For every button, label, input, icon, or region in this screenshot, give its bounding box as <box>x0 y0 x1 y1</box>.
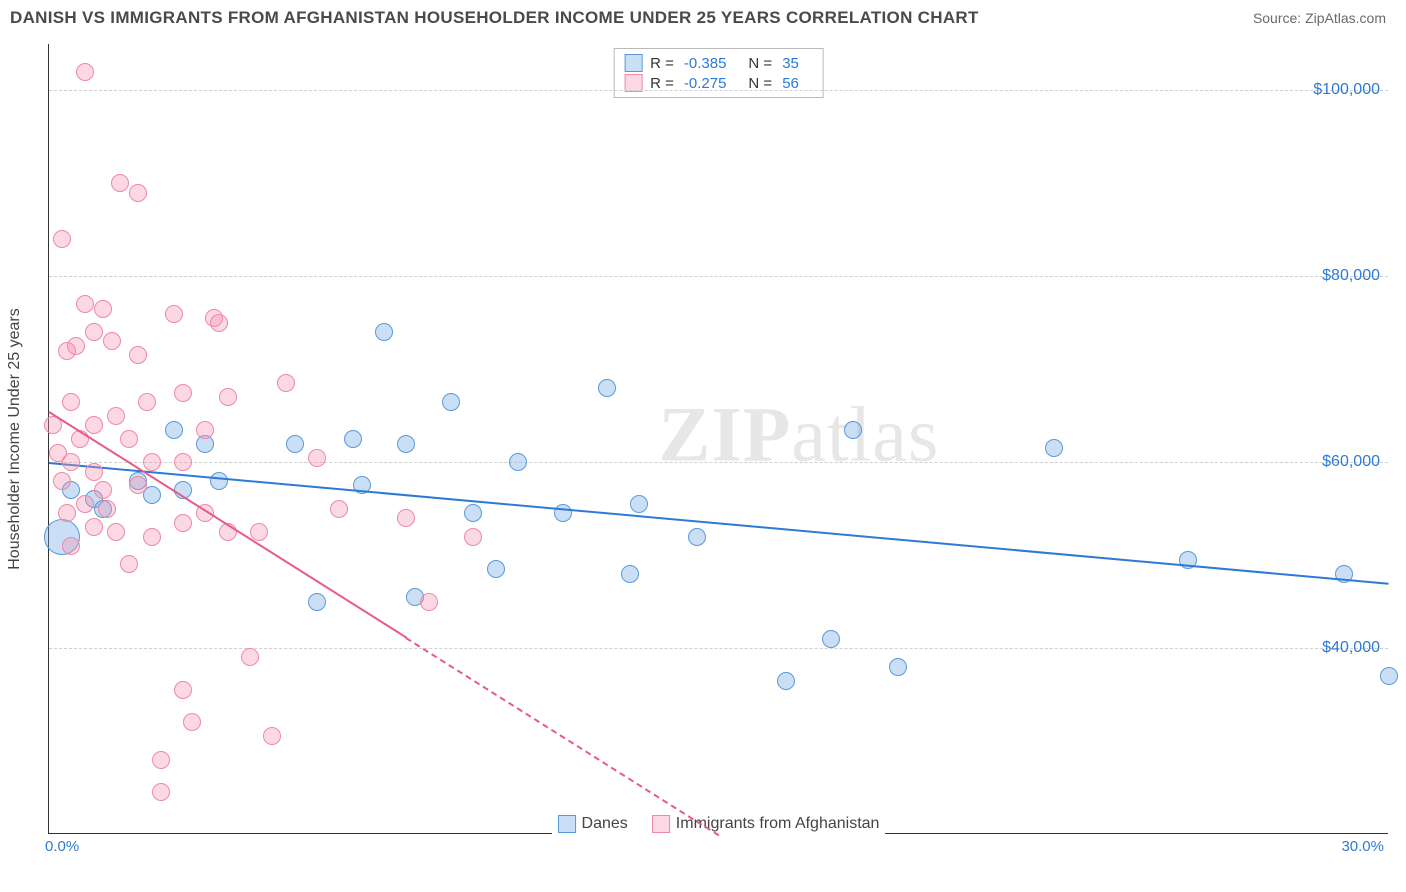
legend-stat-row: R = -0.385N = 35 <box>624 53 813 73</box>
data-point-afghan <box>129 346 147 364</box>
data-point-danes <box>464 504 482 522</box>
data-point-afghan <box>98 500 116 518</box>
data-point-danes <box>1380 667 1398 685</box>
data-point-danes <box>777 672 795 690</box>
data-point-afghan <box>76 295 94 313</box>
data-point-afghan <box>143 528 161 546</box>
data-point-danes <box>630 495 648 513</box>
data-point-afghan <box>58 504 76 522</box>
trendline-danes <box>49 462 1389 585</box>
y-tick-label: $40,000 <box>1322 639 1380 657</box>
data-point-danes <box>442 393 460 411</box>
data-point-danes <box>889 658 907 676</box>
data-point-afghan <box>464 528 482 546</box>
data-point-afghan <box>250 523 268 541</box>
data-point-afghan <box>76 495 94 513</box>
data-point-afghan <box>263 727 281 745</box>
data-point-afghan <box>107 523 125 541</box>
data-point-danes <box>397 435 415 453</box>
plot-area: ZIPatlas Householder Income Under 25 yea… <box>48 44 1388 834</box>
data-point-afghan <box>53 230 71 248</box>
data-point-afghan <box>183 713 201 731</box>
data-point-afghan <box>397 509 415 527</box>
x-tick-label: 0.0% <box>45 838 79 855</box>
data-point-danes <box>688 528 706 546</box>
data-point-afghan <box>85 518 103 536</box>
source-label: Source: ZipAtlas.com <box>1253 10 1386 26</box>
chart-title: DANISH VS IMMIGRANTS FROM AFGHANISTAN HO… <box>10 8 979 28</box>
data-point-afghan <box>196 421 214 439</box>
data-point-afghan <box>129 184 147 202</box>
y-tick-label: $60,000 <box>1322 453 1380 471</box>
data-point-afghan <box>62 393 80 411</box>
data-point-afghan <box>103 332 121 350</box>
data-point-afghan <box>174 453 192 471</box>
data-point-afghan <box>120 555 138 573</box>
y-tick-label: $80,000 <box>1322 267 1380 285</box>
data-point-afghan <box>94 300 112 318</box>
data-point-afghan <box>120 430 138 448</box>
data-point-danes <box>375 323 393 341</box>
data-point-afghan <box>129 476 147 494</box>
data-point-afghan <box>53 472 71 490</box>
data-point-afghan <box>219 388 237 406</box>
data-point-afghan <box>308 449 326 467</box>
trendline-afghan <box>406 637 720 836</box>
data-point-afghan <box>85 416 103 434</box>
legend-series-item: Immigrants from Afghanistan <box>652 815 880 833</box>
legend-swatch-icon <box>624 74 642 92</box>
data-point-danes <box>844 421 862 439</box>
data-point-afghan <box>62 537 80 555</box>
data-point-afghan <box>241 648 259 666</box>
legend-swatch-icon <box>624 54 642 72</box>
data-point-danes <box>509 453 527 471</box>
data-point-afghan <box>277 374 295 392</box>
data-point-afghan <box>152 783 170 801</box>
data-point-afghan <box>420 593 438 611</box>
data-point-afghan <box>76 63 94 81</box>
legend-swatch-icon <box>558 815 576 833</box>
y-tick-label: $100,000 <box>1313 81 1380 99</box>
gridline <box>49 90 1388 91</box>
data-point-afghan <box>62 453 80 471</box>
data-point-afghan <box>94 481 112 499</box>
data-point-danes <box>286 435 304 453</box>
data-point-afghan <box>107 407 125 425</box>
data-point-afghan <box>152 751 170 769</box>
chart-container: ZIPatlas Householder Income Under 25 yea… <box>48 44 1388 854</box>
data-point-afghan <box>67 337 85 355</box>
data-point-danes <box>598 379 616 397</box>
data-point-afghan <box>174 514 192 532</box>
x-tick-label: 30.0% <box>1341 838 1384 855</box>
legend-swatch-icon <box>652 815 670 833</box>
data-point-afghan <box>85 463 103 481</box>
legend-series-item: Danes <box>558 815 628 833</box>
data-point-afghan <box>143 453 161 471</box>
gridline <box>49 462 1388 463</box>
data-point-danes <box>210 472 228 490</box>
data-point-danes <box>165 421 183 439</box>
data-point-danes <box>1045 439 1063 457</box>
data-point-danes <box>344 430 362 448</box>
y-axis-label: Householder Income Under 25 years <box>6 308 24 569</box>
data-point-afghan <box>111 174 129 192</box>
data-point-danes <box>487 560 505 578</box>
data-point-afghan <box>210 314 228 332</box>
data-point-afghan <box>138 393 156 411</box>
data-point-danes <box>308 593 326 611</box>
data-point-danes <box>822 630 840 648</box>
data-point-afghan <box>174 384 192 402</box>
gridline <box>49 276 1388 277</box>
data-point-afghan <box>174 681 192 699</box>
data-point-afghan <box>85 323 103 341</box>
data-point-afghan <box>165 305 183 323</box>
data-point-danes <box>621 565 639 583</box>
series-legend: Danes Immigrants from Afghanistan <box>552 813 886 835</box>
watermark: ZIPatlas <box>658 389 939 479</box>
data-point-afghan <box>330 500 348 518</box>
